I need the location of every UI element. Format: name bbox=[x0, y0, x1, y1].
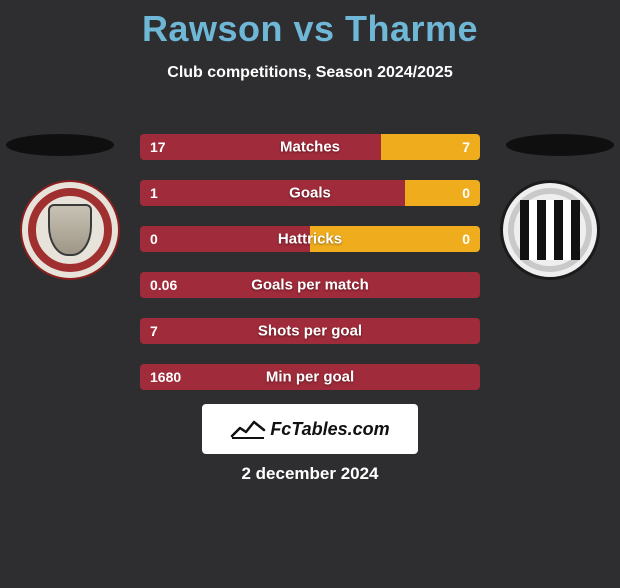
stat-value-left: 1680 bbox=[150, 369, 181, 385]
stat-segment-left bbox=[140, 134, 381, 160]
stat-row: Goals per match 0.06 bbox=[140, 272, 480, 298]
stat-value-right: 7 bbox=[462, 139, 470, 155]
stat-label: Goals bbox=[289, 185, 331, 202]
stat-value-right: 0 bbox=[462, 231, 470, 247]
crest-shadow-right bbox=[506, 134, 614, 156]
stat-label: Shots per goal bbox=[258, 323, 362, 340]
stat-value-right: 0 bbox=[462, 185, 470, 201]
stat-value-left: 0 bbox=[150, 231, 158, 247]
club-crest-left bbox=[20, 180, 120, 280]
stat-bars: Matches 17 7 Goals 1 0 Hattricks 0 0 Goals per ma… bbox=[140, 134, 480, 410]
stat-row: Min per goal 1680 bbox=[140, 364, 480, 390]
stat-value-left: 1 bbox=[150, 185, 158, 201]
stat-segment-left bbox=[140, 180, 405, 206]
stat-row: Hattricks 0 0 bbox=[140, 226, 480, 252]
page-subtitle: Club competitions, Season 2024/2025 bbox=[0, 64, 620, 82]
stat-value-left: 7 bbox=[150, 323, 158, 339]
club-crest-right bbox=[500, 180, 600, 280]
stat-row: Matches 17 7 bbox=[140, 134, 480, 160]
crest-shadow-left bbox=[6, 134, 114, 156]
stat-value-left: 17 bbox=[150, 139, 166, 155]
stat-label: Hattricks bbox=[278, 231, 342, 248]
stat-label: Min per goal bbox=[266, 369, 354, 386]
stat-row: Goals 1 0 bbox=[140, 180, 480, 206]
date-label: 2 december 2024 bbox=[241, 464, 378, 484]
stat-row: Shots per goal 7 bbox=[140, 318, 480, 344]
brand-pill[interactable]: FcTables.com bbox=[202, 404, 418, 454]
brand-text: FcTables.com bbox=[270, 419, 389, 440]
stat-label: Matches bbox=[280, 139, 340, 156]
brand-logo-icon bbox=[230, 418, 266, 440]
stat-label: Goals per match bbox=[251, 277, 369, 294]
page-title: Rawson vs Tharme bbox=[0, 8, 620, 50]
stat-value-left: 0.06 bbox=[150, 277, 177, 293]
